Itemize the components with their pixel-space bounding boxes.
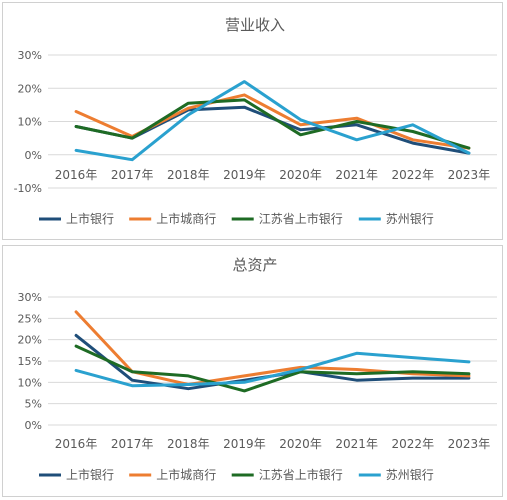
y-tick-label: 20% [18,334,42,347]
legend-label: 苏州银行 [386,212,434,226]
x-tick-label: 2023年 [448,168,491,182]
x-tick-label: 2020年 [279,437,322,451]
y-tick-label: 0% [25,149,42,162]
total-assets-chart: 总资产 0% 5% 10% 15% 20% 25% 30% 2016年 2017年 2018年 201… [18,256,497,482]
revenue-chart: 营业收入 -10% 0% 10% 20% 30% 2016年 2017年 2018年 2019年 2… [14,16,497,226]
y-tick-label: -10% [14,182,42,195]
y-tick-label: 25% [18,312,42,325]
x-tick-label: 2016年 [55,168,98,182]
legend-label: 苏州银行 [386,468,434,482]
y-tick-label: 5% [25,398,42,411]
x-tick-label: 2019年 [223,168,266,182]
chart-title: 营业收入 [225,16,285,34]
legend-label: 上市银行 [66,467,114,482]
x-tick-label: 2017年 [111,437,154,451]
y-tick-label: 20% [18,82,42,95]
x-tick-label: 2023年 [448,437,491,451]
legend-label: 上市城商行 [156,211,216,226]
x-tick-label: 2021年 [335,168,378,182]
x-tick-label: 2016年 [55,437,98,451]
y-tick-label: 0% [25,419,42,432]
x-tick-label: 2019年 [223,437,266,451]
y-tick-label: 30% [18,49,42,62]
series-line-2 [74,310,471,386]
y-tick-label: 30% [18,291,42,304]
x-tick-label: 2021年 [335,437,378,451]
series-line-3 [74,98,471,150]
x-tick-label: 2022年 [392,168,435,182]
series-line-3 [74,344,471,393]
legend-label: 上市城商行 [156,467,216,482]
x-tick-label: 2022年 [392,437,435,451]
x-tick-label: 2020年 [279,168,322,182]
y-tick-label: 10% [18,116,42,129]
total-assets-chart-panel: 总资产 0% 5% 10% 15% 20% 25% 30% 2016年 2017年 2018年 201… [2,245,503,497]
legend-label: 江苏省上市银行 [259,467,343,482]
revenue-chart-panel: 营业收入 -10% 0% 10% 20% 30% 2016年 2017年 2018年 2019年 2… [2,2,503,240]
x-tick-label: 2018年 [167,168,210,182]
legend-label: 上市银行 [66,211,114,226]
series-line-4 [74,80,471,162]
y-tick-label: 15% [18,355,42,368]
legend-label: 江苏省上市银行 [259,211,343,226]
chart-title: 总资产 [232,256,277,274]
y-tick-label: 10% [18,376,42,389]
x-tick-label: 2017年 [111,168,154,182]
x-tick-label: 2018年 [167,437,210,451]
series-line-4 [74,351,471,388]
